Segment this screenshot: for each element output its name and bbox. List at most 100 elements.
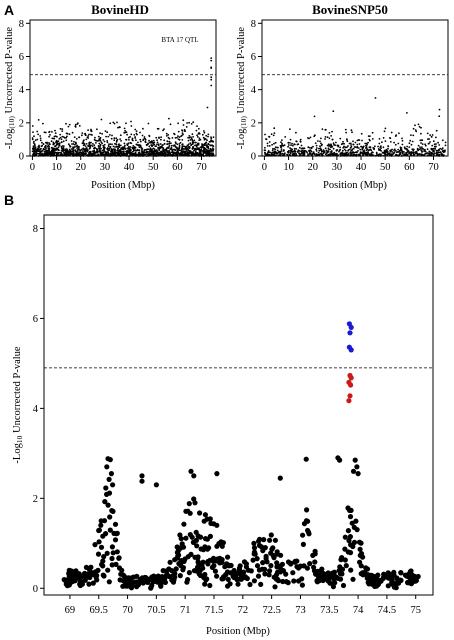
data-point (158, 149, 161, 152)
data-point (428, 153, 430, 156)
data-point (420, 149, 423, 152)
data-point (41, 141, 43, 144)
data-point (295, 565, 302, 571)
data-point (51, 137, 54, 140)
data-point (185, 153, 188, 156)
data-point (273, 127, 276, 130)
data-point (330, 151, 333, 153)
data-point (187, 510, 193, 516)
data-point (207, 154, 210, 156)
data-point (209, 564, 215, 571)
data-point (436, 153, 438, 156)
data-point (55, 154, 58, 157)
data-point (100, 141, 103, 144)
data-point (99, 136, 102, 139)
data-point (428, 151, 431, 153)
data-point (144, 138, 147, 140)
data-point (390, 131, 393, 134)
data-point (394, 154, 397, 157)
data-point (194, 149, 196, 151)
data-point (152, 139, 155, 142)
data-point (283, 149, 285, 152)
data-point (68, 123, 71, 126)
data-point (342, 534, 348, 540)
zoom-x-axis: 69 69.5 70 70.5 71 71.5 72 72.5 73 73.5 74 74.5 75 (65, 595, 421, 616)
x-tick-label: 20 (75, 162, 86, 173)
data-point (73, 140, 75, 143)
data-point (312, 145, 314, 148)
data-point (100, 558, 106, 564)
data-point (406, 151, 409, 154)
data-point (371, 138, 374, 140)
data-point (178, 144, 181, 147)
x-tick-label: 50 (148, 162, 159, 173)
data-point (171, 144, 173, 147)
data-point (311, 154, 313, 157)
data-point (113, 137, 116, 140)
data-point (165, 149, 168, 152)
data-point (348, 382, 354, 388)
data-point (74, 125, 77, 127)
data-point (187, 139, 190, 142)
data-point (255, 573, 262, 579)
data-point (339, 146, 341, 149)
data-point (204, 142, 207, 145)
data-point (161, 149, 164, 152)
data-point (81, 132, 84, 135)
data-point (109, 544, 115, 550)
data-point (40, 145, 43, 148)
data-point (124, 144, 126, 147)
data-point (331, 130, 333, 133)
data-point (171, 150, 174, 153)
data-point (205, 558, 211, 565)
data-point (36, 152, 39, 155)
data-point (87, 135, 90, 137)
data-point (125, 138, 127, 141)
bovinesnp50-x-label: Position (Mbp) (323, 180, 387, 191)
data-point (438, 115, 441, 118)
data-point (189, 139, 192, 141)
data-point (90, 144, 92, 147)
data-point (264, 149, 267, 152)
data-point (442, 155, 445, 157)
data-point (102, 499, 108, 505)
data-point (403, 146, 406, 149)
data-point (188, 151, 191, 153)
data-point (434, 147, 436, 150)
data-point (389, 149, 392, 152)
data-point (428, 142, 430, 145)
data-point (357, 546, 363, 552)
data-point (409, 139, 412, 142)
data-point (312, 151, 315, 154)
data-point (34, 152, 36, 155)
data-point (358, 540, 364, 546)
data-point (251, 578, 257, 584)
data-point (78, 145, 80, 148)
data-point (156, 151, 159, 154)
data-point (53, 154, 56, 157)
data-point (71, 150, 74, 153)
data-point (49, 155, 52, 157)
x-tick-label: 69 (65, 605, 76, 616)
data-point (118, 126, 121, 129)
data-point (289, 154, 292, 157)
data-point (174, 152, 177, 154)
data-point (384, 140, 387, 143)
data-point (303, 152, 306, 155)
y-tick-label: 4 (251, 85, 257, 96)
data-point (378, 138, 381, 140)
data-point (383, 130, 386, 133)
data-point (348, 347, 354, 353)
data-point (387, 152, 390, 155)
data-point (337, 564, 343, 570)
data-point (137, 149, 140, 152)
data-point (225, 554, 231, 560)
data-point (154, 154, 157, 156)
data-point (360, 570, 366, 576)
data-point (348, 152, 350, 155)
data-point (289, 142, 291, 144)
data-point (419, 146, 421, 149)
data-point (352, 457, 358, 463)
data-point (34, 146, 37, 149)
data-point (212, 140, 215, 143)
